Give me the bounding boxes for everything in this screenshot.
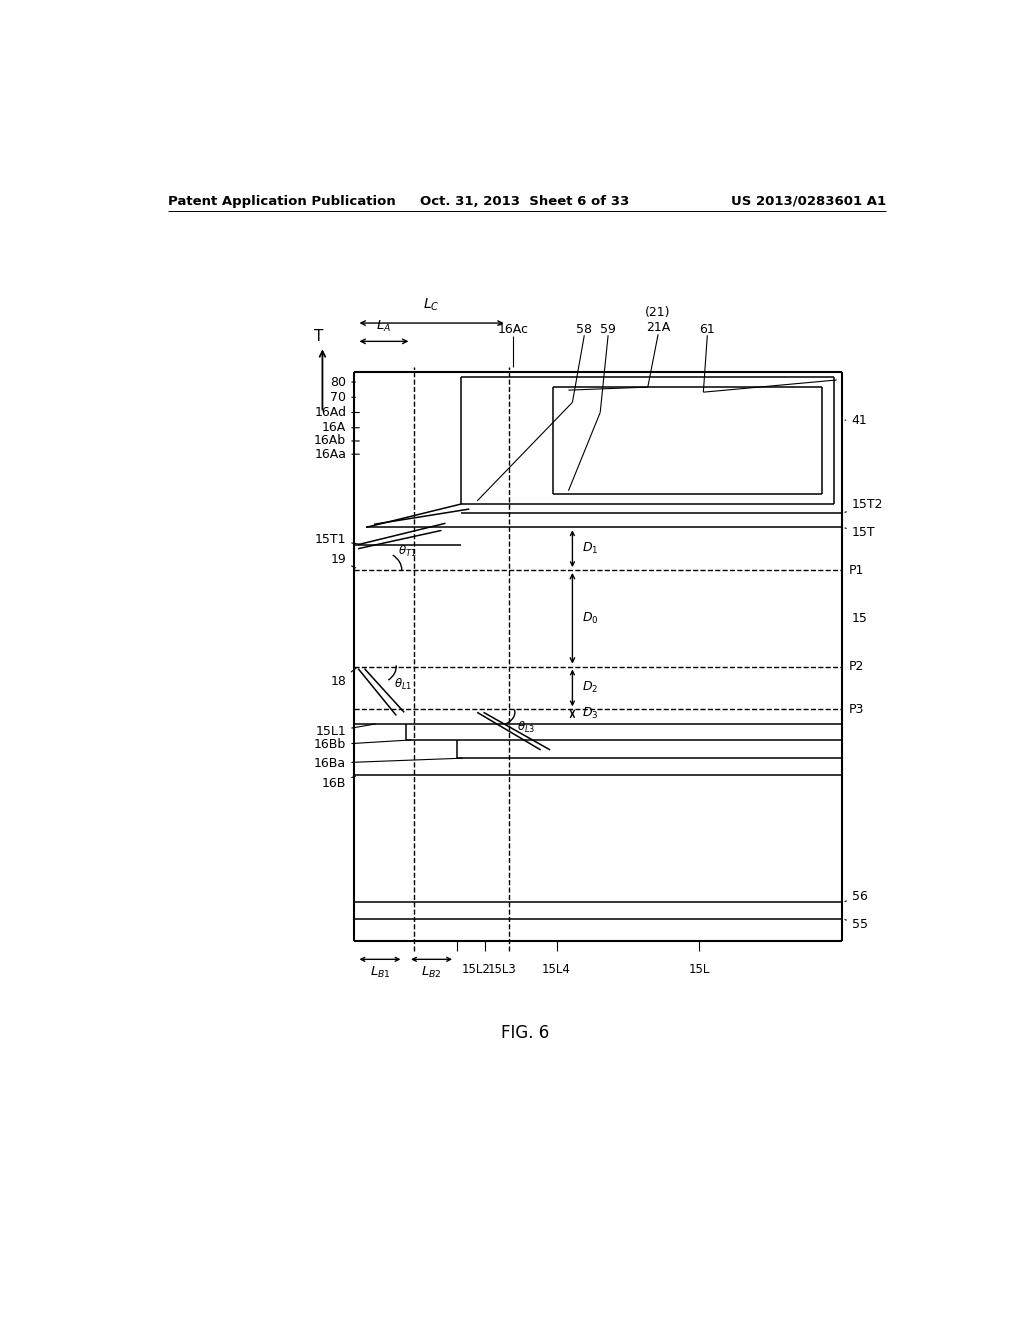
- Text: 15: 15: [852, 612, 867, 624]
- Text: 61: 61: [699, 322, 715, 335]
- Text: 15T1: 15T1: [314, 533, 359, 546]
- Text: T: T: [313, 329, 324, 343]
- Text: 56: 56: [845, 890, 867, 903]
- Text: 19: 19: [331, 553, 355, 568]
- Text: US 2013/0283601 A1: US 2013/0283601 A1: [731, 194, 886, 207]
- Text: (21): (21): [645, 306, 671, 319]
- Text: $D_1$: $D_1$: [582, 541, 598, 556]
- Text: P3: P3: [849, 702, 864, 715]
- Text: $L_{B1}$: $L_{B1}$: [370, 965, 390, 979]
- Text: $\theta_{T1}$: $\theta_{T1}$: [397, 544, 417, 560]
- Text: 58: 58: [577, 322, 592, 335]
- Text: $L_A$: $L_A$: [377, 318, 391, 334]
- Text: 16Ac: 16Ac: [498, 322, 528, 335]
- Text: 16Ad: 16Ad: [314, 407, 359, 418]
- Text: $\theta_{L3}$: $\theta_{L3}$: [517, 719, 536, 735]
- Text: 15T: 15T: [845, 525, 876, 539]
- Text: 59: 59: [600, 322, 616, 335]
- Text: 80: 80: [330, 375, 355, 388]
- Text: Oct. 31, 2013  Sheet 6 of 33: Oct. 31, 2013 Sheet 6 of 33: [420, 194, 630, 207]
- Text: P1: P1: [849, 564, 864, 577]
- Text: 21A: 21A: [646, 321, 671, 334]
- Text: 70: 70: [330, 391, 355, 404]
- Text: FIG. 6: FIG. 6: [501, 1023, 549, 1041]
- Text: Patent Application Publication: Patent Application Publication: [168, 194, 395, 207]
- Text: 18: 18: [331, 668, 356, 688]
- Text: 15L2: 15L2: [461, 964, 490, 975]
- Text: $D_3$: $D_3$: [582, 706, 598, 722]
- Text: 16Aa: 16Aa: [314, 447, 359, 461]
- Text: $D_0$: $D_0$: [582, 611, 599, 626]
- Text: 15L: 15L: [689, 964, 710, 975]
- Text: 55: 55: [845, 919, 867, 932]
- Text: 16Bb: 16Bb: [314, 738, 411, 751]
- Text: 15L1: 15L1: [315, 723, 375, 738]
- Text: 15L4: 15L4: [542, 964, 571, 975]
- Text: 15T2: 15T2: [845, 499, 884, 512]
- Text: 16B: 16B: [322, 776, 355, 789]
- Text: 41: 41: [852, 413, 867, 426]
- Text: 16Ba: 16Ba: [314, 756, 463, 770]
- Text: $L_C$: $L_C$: [423, 297, 439, 313]
- Text: P2: P2: [849, 660, 864, 673]
- Text: $D_2$: $D_2$: [582, 680, 598, 696]
- Text: 15L3: 15L3: [487, 964, 516, 975]
- Text: 16Ab: 16Ab: [314, 434, 359, 447]
- Text: 16A: 16A: [322, 421, 359, 434]
- Text: $\theta_{L1}$: $\theta_{L1}$: [394, 677, 412, 693]
- Text: $L_{B2}$: $L_{B2}$: [421, 965, 442, 979]
